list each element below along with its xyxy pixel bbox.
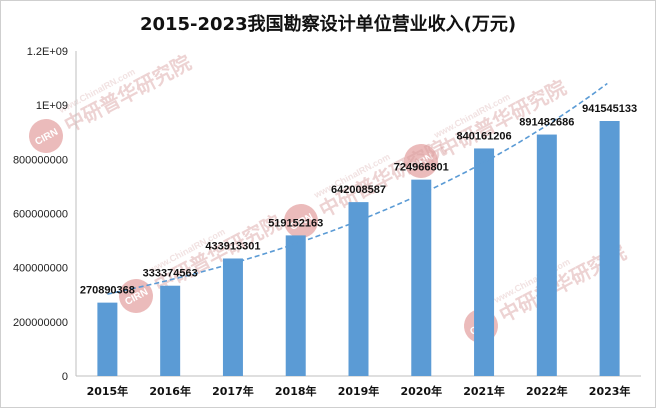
y-tick-label: 800000000 (13, 154, 68, 166)
data-label: 724966801 (394, 162, 449, 174)
data-label: 941545133 (582, 103, 637, 115)
bar (222, 258, 243, 376)
y-tick-label: 600000000 (13, 209, 68, 221)
x-tick-label: 2020年 (400, 384, 442, 398)
data-labels: 270890368 333374563 433913301 519152163 6420… (80, 103, 637, 297)
y-tick-label: 200000000 (13, 317, 68, 329)
x-tick-label: 2015年 (87, 384, 129, 398)
y-tick-label: 0 (62, 371, 68, 383)
y-tick-label: 400000000 (13, 263, 68, 275)
data-label: 891482686 (519, 117, 574, 129)
data-label: 840161206 (457, 130, 512, 142)
bar (160, 285, 181, 376)
bar (536, 134, 557, 376)
y-tick-label: 1E+09 (36, 100, 68, 112)
x-tick-label: 2016年 (149, 384, 191, 398)
y-axis-ticks: 0 200000000 400000000 600000000 800000000 1E+… (13, 46, 68, 383)
x-axis-ticks: 2015年 2016年 2017年 2018年 2019年 2020年 2021年 2022年… (87, 384, 631, 398)
watermark-logo-icon (284, 204, 318, 238)
bar (474, 148, 495, 376)
data-label: 642008587 (331, 184, 386, 196)
bar (411, 179, 432, 376)
watermark-logo-icon (404, 144, 438, 178)
bar (285, 235, 306, 376)
bar (348, 202, 369, 376)
x-tick-label: 2023年 (589, 384, 631, 398)
data-label: 270890368 (80, 285, 135, 297)
trend-line (107, 82, 608, 295)
x-tick-label: 2021年 (463, 384, 505, 398)
x-tick-label: 2017年 (212, 384, 254, 398)
data-label: 519152163 (268, 217, 323, 229)
x-tick-label: 2019年 (338, 384, 380, 398)
data-label: 433913301 (205, 240, 260, 252)
x-tick-label: 2018年 (275, 384, 317, 398)
chart-title: 2015-2023我国勘察设计单位营业收入(万元) (140, 13, 516, 35)
data-label: 333374563 (143, 268, 198, 280)
bar (599, 120, 620, 376)
x-tick-label: 2022年 (526, 384, 568, 398)
watermark-logo-icon (29, 119, 63, 153)
y-tick-label: 1.2E+09 (27, 46, 68, 58)
watermark-logo-icon (119, 279, 153, 313)
bar (97, 302, 118, 376)
bars (97, 120, 620, 376)
